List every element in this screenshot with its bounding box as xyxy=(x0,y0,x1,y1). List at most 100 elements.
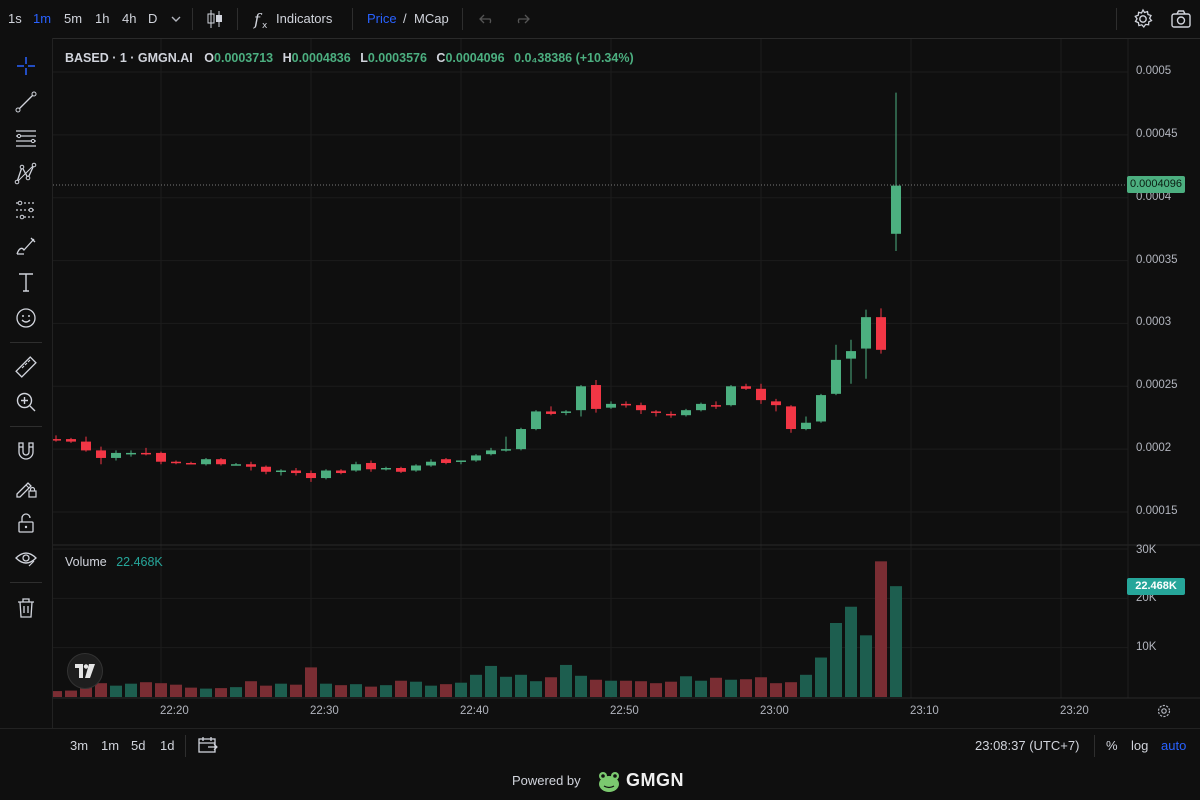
interval-d[interactable]: D xyxy=(148,11,158,26)
tradingview-logo[interactable] xyxy=(67,653,103,689)
candle-body xyxy=(276,470,286,473)
interval-4h[interactable]: 4h xyxy=(122,11,137,26)
lock-icon[interactable] xyxy=(12,509,40,537)
toolbar-divider xyxy=(10,426,42,427)
trend-line-icon[interactable] xyxy=(12,88,40,116)
volume-bar xyxy=(650,683,662,697)
percent-toggle[interactable]: % xyxy=(1106,738,1118,753)
magnet-icon[interactable] xyxy=(12,437,40,465)
volume-bar xyxy=(110,685,122,697)
crosshair-icon[interactable] xyxy=(12,52,40,80)
undo-icon[interactable] xyxy=(478,10,496,28)
text-tool-icon[interactable] xyxy=(12,268,40,296)
mcap-toggle[interactable]: MCap xyxy=(414,11,449,26)
volume-bar xyxy=(530,681,542,697)
date-range-icon[interactable] xyxy=(197,735,219,758)
price-tick: 0.0002 xyxy=(1136,442,1172,454)
trash-icon[interactable] xyxy=(12,594,40,622)
open-value: 0.0003713 xyxy=(214,51,274,65)
candle-body xyxy=(546,411,556,414)
interval-5m[interactable]: 5m xyxy=(64,11,83,26)
candle-body xyxy=(441,459,451,463)
camera-icon[interactable] xyxy=(1170,8,1192,28)
time-tick: 23:00 xyxy=(760,705,789,717)
interval-1m[interactable]: 1m xyxy=(33,11,52,26)
candle-body xyxy=(321,470,331,479)
volume-bar xyxy=(65,690,77,697)
candle-body xyxy=(831,359,841,394)
settings-gear-icon[interactable] xyxy=(1132,8,1154,29)
redo-icon[interactable] xyxy=(513,10,531,28)
volume-bar xyxy=(800,674,812,697)
open-label: O xyxy=(204,51,215,65)
candle-body xyxy=(726,386,736,406)
range-1d[interactable]: 1d xyxy=(160,738,175,753)
indicators-button[interactable]: Indicators xyxy=(276,11,333,26)
volume-bar xyxy=(410,681,422,697)
volume-bar xyxy=(125,683,137,697)
volume-bar xyxy=(815,657,827,697)
volume-bar xyxy=(575,675,587,697)
emoji-icon[interactable] xyxy=(12,304,40,332)
close-value: 0.0004096 xyxy=(445,51,505,65)
candle-body xyxy=(111,452,121,458)
auto-toggle[interactable]: auto xyxy=(1161,738,1187,753)
eye-icon[interactable] xyxy=(12,544,40,572)
toolbar-divider xyxy=(10,582,42,583)
range-5d[interactable]: 5d xyxy=(131,738,146,753)
range-3m[interactable]: 3m xyxy=(70,738,89,753)
pattern-tool-icon[interactable] xyxy=(12,160,40,188)
low-value: 0.0003576 xyxy=(367,51,427,65)
volume-bar xyxy=(545,677,557,697)
volume-bar xyxy=(305,667,317,697)
candle-body xyxy=(816,395,826,422)
volume-tick: 30K xyxy=(1136,544,1157,556)
chart-area[interactable]: BASED · 1 · GMGN.AI O0.0003713 H0.000483… xyxy=(53,39,1200,728)
volume-bar xyxy=(185,687,197,697)
candle-body xyxy=(531,411,541,430)
candle-body xyxy=(471,455,481,461)
candle-body xyxy=(876,317,886,350)
ruler-icon[interactable] xyxy=(12,353,40,381)
chevron-down-icon[interactable] xyxy=(170,10,182,28)
candle-body xyxy=(501,449,511,451)
price-tick: 0.00025 xyxy=(1136,379,1178,391)
candle-body xyxy=(426,461,436,466)
volume-bar xyxy=(680,676,692,697)
low-label: L xyxy=(360,51,368,65)
lock-drawing-icon[interactable] xyxy=(12,473,40,501)
interval-1s[interactable]: 1s xyxy=(8,11,22,26)
log-toggle[interactable]: log xyxy=(1131,738,1149,753)
volume-bar xyxy=(140,682,152,697)
measure-lines-icon[interactable] xyxy=(12,196,40,224)
powered-by-label: Powered by xyxy=(512,773,581,788)
volume-bar xyxy=(380,685,392,697)
price-chart[interactable] xyxy=(53,39,1200,728)
axis-settings-gear-icon[interactable] xyxy=(1156,703,1172,722)
interval-1h[interactable]: 1h xyxy=(95,11,110,26)
volume-bar xyxy=(470,674,482,697)
volume-bar xyxy=(605,680,617,697)
candle-body xyxy=(156,452,166,462)
price-toggle[interactable]: Price xyxy=(367,11,397,26)
volume-bar xyxy=(200,688,212,697)
candle-body xyxy=(306,473,316,479)
price-tick: 0.00015 xyxy=(1136,505,1178,517)
time-tick: 22:30 xyxy=(310,705,339,717)
volume-bar xyxy=(425,685,437,697)
brush-icon[interactable] xyxy=(12,232,40,260)
range-1m[interactable]: 1m xyxy=(101,738,120,753)
price-tick: 0.0003 xyxy=(1136,316,1172,328)
zoom-in-icon[interactable] xyxy=(12,388,40,416)
horizontal-lines-icon[interactable] xyxy=(12,124,40,152)
candle-body xyxy=(561,411,571,413)
candlestick-icon[interactable] xyxy=(205,8,225,28)
toolbar-divider xyxy=(352,8,353,30)
clock-display[interactable]: 23:08:37 (UTC+7) xyxy=(975,738,1080,753)
volume-bar xyxy=(245,681,257,697)
volume-bar xyxy=(320,683,332,697)
candle-body xyxy=(366,462,376,470)
volume-tick: 20K xyxy=(1136,592,1157,604)
volume-bar xyxy=(395,680,407,697)
